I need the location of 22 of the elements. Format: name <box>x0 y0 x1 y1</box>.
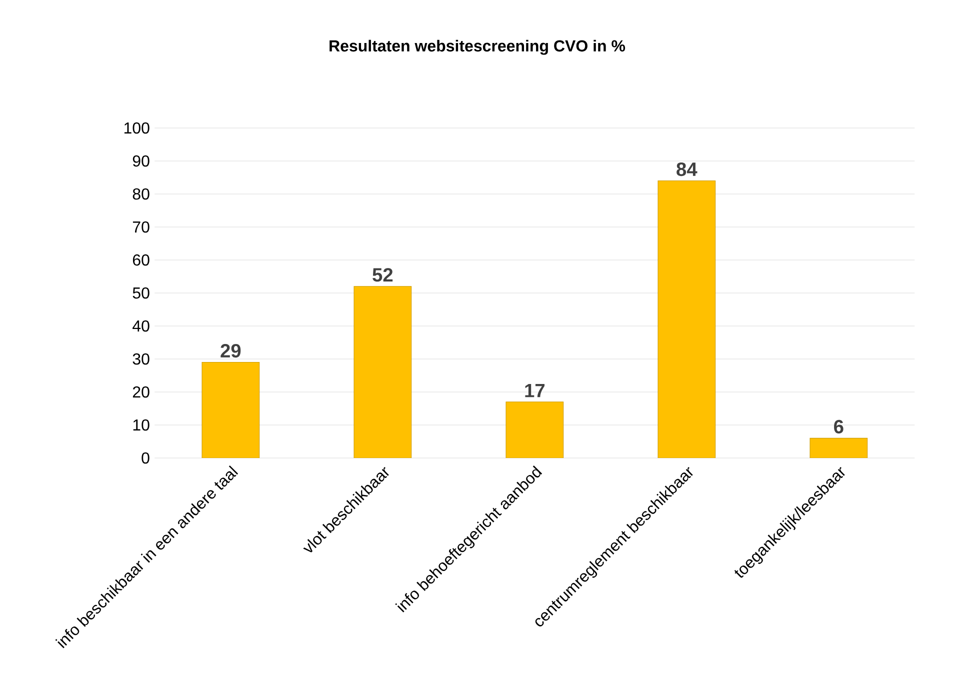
y-tick-label: 70 <box>132 221 150 233</box>
y-tick-label: 0 <box>142 452 150 464</box>
y-tick-label: 20 <box>132 386 150 398</box>
bar <box>506 402 564 458</box>
data-label: 52 <box>372 268 393 282</box>
y-tick-label: 90 <box>132 155 150 167</box>
data-label: 29 <box>220 344 241 358</box>
y-tick-label: 80 <box>132 188 150 200</box>
y-tick-label: 50 <box>132 287 150 299</box>
y-tick-label: 30 <box>132 353 150 365</box>
y-tick-label: 100 <box>124 122 150 134</box>
bar <box>810 438 868 458</box>
y-tick-label: 10 <box>133 419 150 431</box>
bar <box>202 362 260 458</box>
y-tick-label: 60 <box>132 254 150 266</box>
y-tick-label: 40 <box>132 320 150 332</box>
data-label: 84 <box>676 162 698 176</box>
data-label: 6 <box>834 420 844 434</box>
data-label: 17 <box>525 384 544 398</box>
bar <box>658 180 716 458</box>
chart-title: Resultaten websitescreening CVO in % <box>330 40 626 55</box>
bar <box>354 286 412 458</box>
